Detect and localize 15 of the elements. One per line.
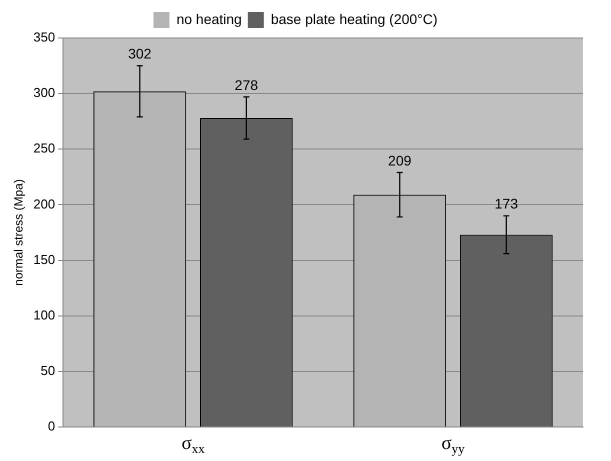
legend-label: no heating xyxy=(176,10,242,27)
data-label: 278 xyxy=(234,76,258,93)
y-tick-label: 50 xyxy=(40,363,56,378)
y-tick-label: 150 xyxy=(33,252,56,267)
legend-label: base plate heating (200°C) xyxy=(270,10,438,27)
data-label: 173 xyxy=(494,196,518,212)
y-tick-label: 300 xyxy=(33,85,56,100)
data-label: 302 xyxy=(128,46,152,62)
y-tick-label: 200 xyxy=(33,196,56,212)
y-tick-label: 350 xyxy=(33,30,56,45)
y-tick-label: 0 xyxy=(48,418,56,434)
y-tick-label: 100 xyxy=(33,307,56,322)
y-tick-label: 250 xyxy=(33,140,56,156)
data-label: 209 xyxy=(388,152,412,168)
y-axis-title: normal stress (Mpa) xyxy=(12,179,26,286)
